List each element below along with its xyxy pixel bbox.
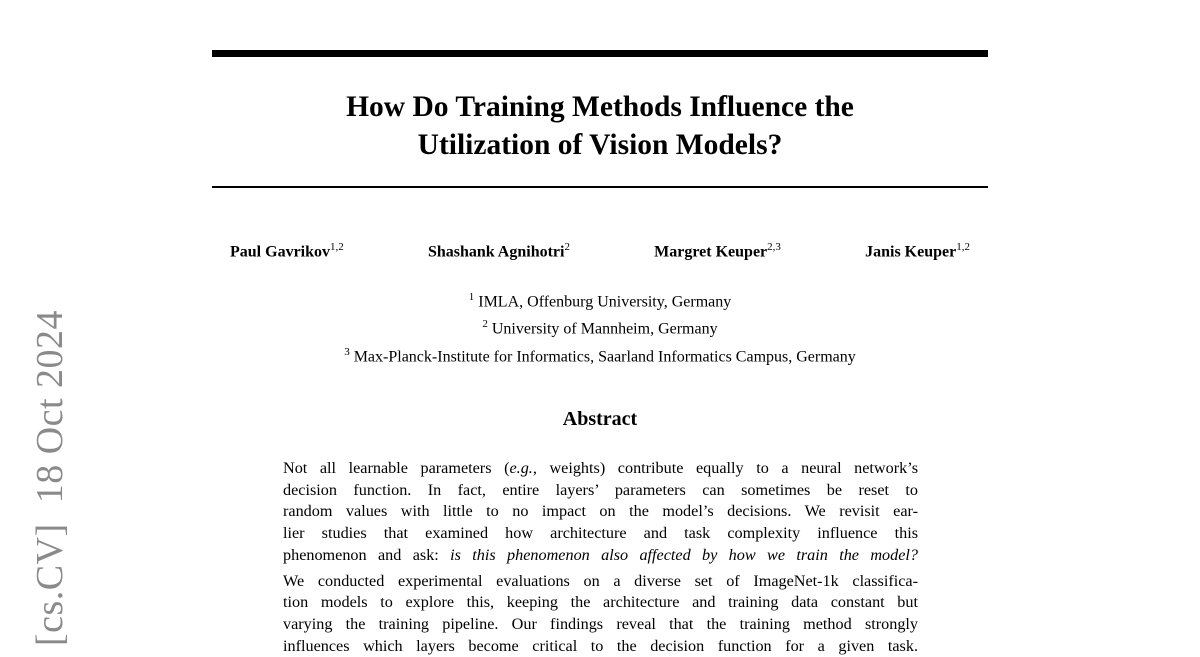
author-affil: 2,3 bbox=[767, 241, 781, 253]
author-name: Shashank Agnihotri bbox=[427, 243, 565, 261]
text-segment: tion models to explore this, keeping the… bbox=[283, 593, 918, 612]
top-bar bbox=[212, 50, 988, 57]
affiliation: 1 IMLA, Offenburg University, Germany bbox=[212, 286, 988, 313]
affiliation: 2 University of Mannheim, Germany bbox=[212, 313, 988, 340]
author-list: Paul Gavrikov1,2 Shashank Agnihotri2 Margr… bbox=[230, 241, 970, 261]
text-segment: lier studies that examined how architect… bbox=[283, 524, 918, 543]
title-line: Utilization of Vision Models? bbox=[417, 129, 783, 161]
abstract-line: phenomenon and ask: is this phenomenon a… bbox=[283, 545, 918, 567]
author-affil: 1,2 bbox=[956, 241, 970, 253]
text-segment: is this phenomenon also affected by how … bbox=[450, 545, 918, 564]
abstract-line: Not all learnable parameters (e.g., weig… bbox=[283, 458, 918, 480]
text-segment: , weights) contribute equally to a neura… bbox=[532, 459, 918, 477]
author: Paul Gavrikov1,2 bbox=[230, 241, 344, 261]
paper-title: How Do Training Methods Influence the Uti… bbox=[212, 88, 988, 164]
abstract-paragraph: Not all learnable parameters (e.g., weig… bbox=[283, 458, 918, 567]
affil-num: 3 bbox=[344, 345, 350, 358]
affil-num: 1 bbox=[468, 291, 475, 303]
abstract-line: decision function. In fact, entire layer… bbox=[283, 480, 918, 502]
abstract-body: Not all learnable parameters (e.g., weig… bbox=[283, 458, 918, 657]
author-affil: 1,2 bbox=[330, 241, 344, 253]
affil-text: University of Mannheim, Germany bbox=[491, 320, 718, 338]
title-rule bbox=[212, 186, 988, 188]
affil-num: 2 bbox=[482, 318, 488, 331]
author: Janis Keuper1,2 bbox=[865, 241, 970, 261]
author-name: Paul Gavrikov bbox=[230, 243, 331, 261]
author-affil: 2 bbox=[564, 241, 570, 253]
author-name: Margret Keuper bbox=[654, 243, 768, 261]
abstract-paragraph: We conducted experimental evaluations on… bbox=[283, 571, 918, 657]
abstract-line: varying the training pipeline. Our findi… bbox=[283, 614, 918, 636]
abstract-line: influences which layers become critical … bbox=[283, 636, 918, 657]
text-segment: random values with little to no impact o… bbox=[283, 502, 918, 521]
affil-text: IMLA, Offenburg University, Germany bbox=[478, 293, 732, 311]
affiliation-list: 1 IMLA, Offenburg University, Germany 2 U… bbox=[212, 286, 988, 368]
title-line: How Do Training Methods Influence the bbox=[346, 91, 854, 123]
abstract-line: lier studies that examined how architect… bbox=[283, 523, 918, 545]
text-segment: We conducted experimental evaluations on… bbox=[283, 571, 918, 590]
abstract-line: random values with little to no impact o… bbox=[283, 501, 918, 523]
text-segment: decision function. In fact, entire layer… bbox=[283, 480, 918, 499]
text-segment: e.g. bbox=[509, 459, 533, 477]
arxiv-stamp: [cs.CV] 18 Oct 2024 bbox=[29, 309, 71, 647]
abstract-heading: Abstract bbox=[562, 408, 638, 430]
abstract-line: tion models to explore this, keeping the… bbox=[283, 592, 918, 614]
text-segment: influences which layers become critical … bbox=[283, 636, 918, 655]
affiliation: 3 Max-Planck-Institute for Informatics, … bbox=[212, 341, 988, 368]
author-name: Janis Keuper bbox=[865, 243, 957, 261]
text-segment: Not all learnable parameters ( bbox=[283, 459, 510, 477]
affil-text: Max-Planck-Institute for Informatics, Sa… bbox=[353, 347, 856, 365]
author: Margret Keuper2,3 bbox=[654, 241, 781, 261]
author: Shashank Agnihotri2 bbox=[428, 241, 570, 261]
text-segment: varying the training pipeline. Our findi… bbox=[283, 614, 918, 633]
abstract-line: We conducted experimental evaluations on… bbox=[283, 571, 918, 593]
text-segment: phenomenon and ask: bbox=[283, 545, 451, 564]
